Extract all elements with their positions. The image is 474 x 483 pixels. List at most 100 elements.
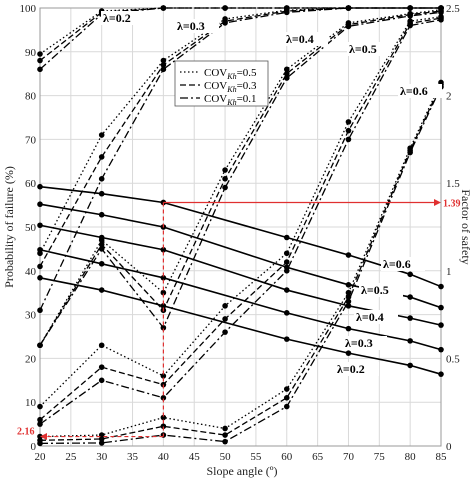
x-tick-label: 20	[35, 451, 47, 463]
pof-point	[98, 440, 105, 446]
lambda-label-background	[347, 42, 391, 56]
y-left-tick-label: 100	[20, 3, 37, 15]
fos-point	[283, 234, 290, 241]
pof-line	[39, 86, 442, 445]
fos-point	[438, 371, 444, 377]
fos-point	[160, 246, 167, 253]
y-left-tick-label: 60	[25, 178, 37, 190]
fos-point	[407, 271, 413, 278]
y-left-tick-label: 30	[25, 310, 37, 322]
y-left-tick-label: 90	[25, 47, 37, 59]
pof-point	[222, 184, 228, 191]
pof-point	[222, 167, 228, 173]
x-tick-label: 80	[405, 451, 417, 463]
y-left-tick-label: 20	[25, 353, 37, 365]
pof-point	[98, 241, 105, 248]
pof-point	[283, 395, 290, 401]
pof-point	[283, 250, 290, 257]
pof-line	[39, 19, 442, 425]
pof-point	[98, 436, 105, 442]
pof-point	[98, 176, 105, 182]
fos-point	[283, 287, 290, 293]
lambda-label: λ=0.3	[177, 19, 205, 33]
pof-point	[160, 395, 167, 401]
fos-point	[98, 260, 105, 267]
y-right-tick-label: 0	[446, 441, 452, 453]
pof-point	[407, 5, 413, 11]
pof-marker-arrowhead	[40, 433, 47, 441]
x-tick-label: 70	[343, 451, 355, 463]
pof-line	[39, 7, 441, 311]
fos-point	[438, 283, 444, 290]
x-tick-label: 55	[250, 451, 262, 463]
pof-point	[283, 9, 290, 16]
lambda-label: λ=0.2	[103, 11, 131, 25]
lambda-label: λ=0.2	[337, 362, 365, 376]
pof-point	[283, 66, 290, 73]
fos-point	[37, 183, 43, 190]
fos-point	[438, 322, 444, 328]
pof-point	[222, 438, 228, 445]
fos-point	[345, 350, 352, 356]
lambda-label-background	[359, 283, 403, 297]
x-tick-label: 25	[65, 451, 77, 463]
x-tick-label: 30	[96, 451, 108, 463]
fos-point	[98, 287, 105, 293]
pof-point	[160, 423, 167, 430]
pof-point	[37, 342, 43, 349]
pof-point	[222, 176, 228, 182]
pof-point	[37, 57, 43, 64]
pof-point	[160, 57, 167, 64]
pof-point	[438, 9, 444, 16]
fos-point	[37, 246, 43, 253]
lambda-label: λ=0.4	[356, 310, 384, 324]
y-right-tick-label: 1	[446, 266, 452, 278]
y-right-tick-label: 1.5	[446, 178, 460, 190]
lambda-label: λ=0.5	[361, 283, 389, 297]
x-tick-label: 65	[312, 451, 324, 463]
y-right-tick-label: 2	[446, 91, 452, 103]
fos-point	[345, 282, 352, 288]
fos-point	[407, 362, 413, 369]
pof-point	[37, 440, 43, 447]
pof-point	[407, 13, 413, 19]
pof-point	[98, 364, 105, 370]
pof-line	[39, 82, 442, 438]
fos-point	[160, 303, 167, 309]
fos-point	[438, 304, 444, 311]
pof-point	[37, 51, 43, 57]
y-left-tick-label: 50	[25, 222, 37, 234]
fos-point	[283, 264, 290, 271]
pof-point	[98, 154, 105, 160]
pof-point	[160, 324, 167, 331]
pof-point	[407, 22, 413, 29]
pof-point	[407, 149, 413, 156]
pof-point	[98, 132, 105, 138]
y-left-tick-label: 70	[25, 134, 37, 146]
pof-point	[283, 75, 290, 81]
x-tick-label: 75	[374, 451, 386, 463]
y-right-tick-label: 2.5	[446, 3, 460, 15]
pof-line	[39, 11, 442, 346]
pof-point	[345, 23, 352, 30]
pof-point	[37, 421, 43, 427]
pof-point	[222, 303, 228, 309]
pof-point	[37, 307, 43, 314]
pof-point	[283, 259, 290, 265]
series-layer	[37, 5, 444, 447]
fos-point	[37, 201, 43, 208]
pof-point	[160, 373, 167, 379]
legend-box	[174, 60, 269, 107]
annotations: 1.39 2.16	[17, 198, 461, 441]
lambda-label: λ=0.5	[349, 42, 377, 56]
pof-point	[222, 20, 228, 26]
lambda-label: λ=0.6	[400, 84, 428, 98]
fos-point	[98, 211, 105, 218]
pof-point	[37, 66, 43, 73]
lambda-label: λ=0.6	[383, 257, 411, 271]
fos-point	[438, 346, 444, 353]
fos-point	[407, 315, 413, 321]
pof-line	[39, 17, 442, 421]
y-left-tick-label: 0	[31, 441, 37, 453]
